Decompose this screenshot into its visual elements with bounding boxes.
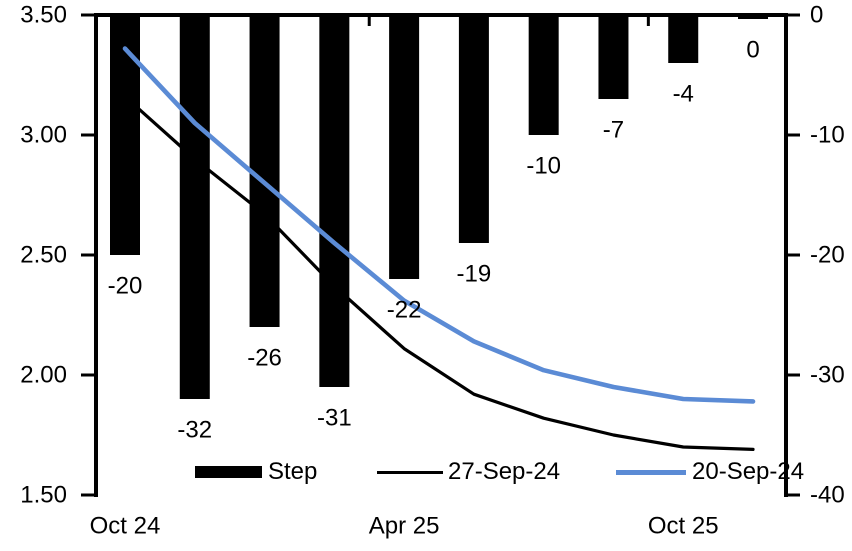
bar--32 bbox=[179, 15, 210, 399]
legend-label-27-sep-24: 27-Sep-24 bbox=[448, 458, 561, 485]
left-axis-line bbox=[94, 13, 98, 497]
bar-swatch-icon bbox=[195, 466, 262, 478]
bar-data-label: 0 bbox=[746, 37, 759, 64]
bar-data-label: -26 bbox=[247, 345, 282, 372]
legend-label-20-sep-24: 20-Sep-24 bbox=[692, 458, 805, 485]
bar-data-label: -19 bbox=[457, 261, 492, 288]
bar-data-label: -22 bbox=[387, 297, 422, 324]
blue-line-swatch-icon bbox=[616, 469, 686, 475]
category-tick bbox=[646, 17, 650, 26]
left-axis-label: 1.50 bbox=[20, 482, 67, 509]
legend-item-27-sep-24: 27-Sep-24 bbox=[377, 458, 560, 486]
bar-data-label: -10 bbox=[526, 153, 561, 180]
left-axis-label: 3.50 bbox=[20, 2, 67, 29]
bar--19 bbox=[458, 15, 489, 243]
legend-item-20-sep-24: 20-Sep-24 bbox=[616, 458, 804, 486]
left-axis-label: 2.50 bbox=[20, 242, 67, 269]
bar--20 bbox=[110, 15, 140, 255]
line-series-27-Sep-24 bbox=[123, 94, 755, 451]
legend-item-step: Step bbox=[195, 458, 317, 486]
right-axis-label: -10 bbox=[810, 122, 845, 149]
right-axis-tick bbox=[788, 13, 800, 17]
bar--22 bbox=[389, 15, 420, 279]
right-axis-tick bbox=[788, 253, 800, 257]
right-axis-label: 0 bbox=[810, 2, 823, 29]
bar--10 bbox=[528, 15, 559, 135]
left-axis-label: 2.00 bbox=[20, 362, 67, 389]
line-series-20-Sep-24 bbox=[122, 46, 756, 404]
right-axis-label: -40 bbox=[810, 482, 845, 509]
left-axis-tick bbox=[81, 13, 94, 17]
legend-label-step: Step bbox=[268, 458, 318, 485]
category-tick bbox=[367, 17, 371, 26]
bar--7 bbox=[598, 15, 629, 99]
right-axis-tick bbox=[788, 133, 800, 137]
right-axis-line bbox=[784, 13, 788, 497]
left-axis-label: 3.00 bbox=[20, 122, 67, 149]
right-axis-tick bbox=[788, 373, 800, 377]
right-axis-label: -20 bbox=[810, 242, 845, 269]
right-axis-label: -30 bbox=[810, 362, 845, 389]
left-axis-tick bbox=[81, 133, 94, 137]
left-axis-tick bbox=[81, 253, 94, 257]
bar-data-label: -20 bbox=[108, 273, 143, 300]
bar-data-label: -7 bbox=[603, 117, 624, 144]
left-axis-tick bbox=[81, 373, 94, 377]
bar-data-label: -4 bbox=[673, 81, 694, 108]
bar--31 bbox=[319, 15, 350, 387]
bar-data-label: -31 bbox=[317, 405, 352, 432]
top-axis-line bbox=[94, 13, 788, 17]
right-axis-tick bbox=[788, 493, 800, 497]
black-line-swatch-icon bbox=[377, 470, 443, 474]
chart-legend: Step 27-Sep-24 20-Sep-24 bbox=[0, 458, 852, 486]
x-axis-label: Oct 25 bbox=[648, 513, 719, 540]
left-axis-tick bbox=[81, 493, 94, 497]
bar--4 bbox=[668, 15, 699, 63]
x-axis-label: Oct 24 bbox=[90, 513, 161, 540]
bar-data-label: -32 bbox=[177, 417, 212, 444]
bar--26 bbox=[249, 15, 280, 327]
x-axis-label: Apr 25 bbox=[369, 513, 440, 540]
